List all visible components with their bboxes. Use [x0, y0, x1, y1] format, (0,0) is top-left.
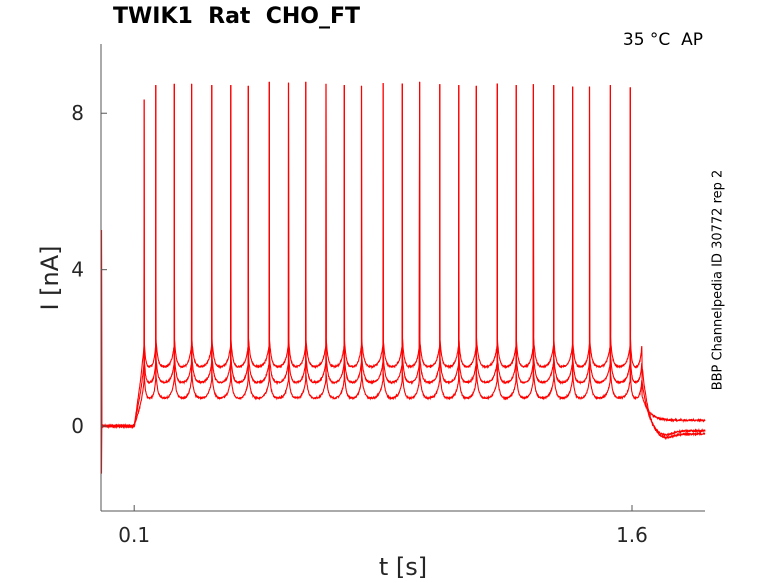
x-axis-label: t [s] — [379, 553, 427, 581]
chart-title: TWIK1 Rat CHO_FT — [113, 4, 361, 29]
current-trace-2 — [100, 81, 706, 438]
current-trace-3 — [100, 81, 706, 441]
y-axis-label: I [nA] — [36, 245, 64, 310]
current-trace-1 — [100, 81, 706, 474]
y-tick-label: 8 — [71, 101, 84, 125]
x-tick-label: 0.1 — [118, 523, 150, 547]
x-tick-label: 1.6 — [616, 523, 648, 547]
condition-annotation: 35 °C AP — [622, 30, 703, 50]
y-tick-label: 0 — [71, 414, 84, 438]
y-tick-label: 4 — [71, 258, 84, 282]
